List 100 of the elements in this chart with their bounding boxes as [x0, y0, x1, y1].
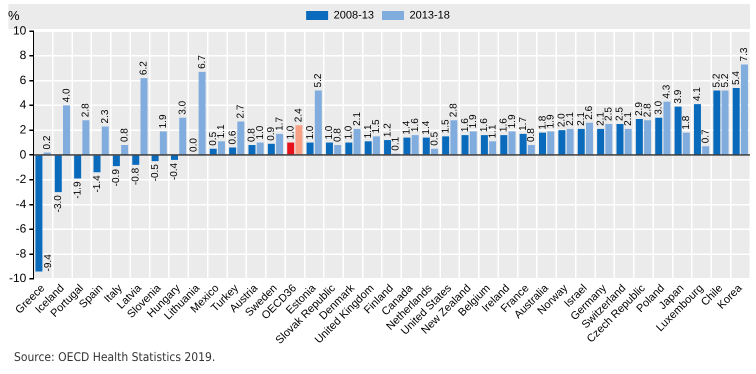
legend-label: 2013-18: [410, 10, 450, 22]
data-label: -0.9: [111, 168, 122, 186]
y-tick-label: 0: [20, 147, 27, 162]
data-label: 1.5: [371, 119, 382, 134]
bar: [470, 131, 477, 154]
data-label: 2.8: [448, 102, 460, 118]
bar: [616, 124, 624, 154]
bar: [132, 156, 140, 165]
data-label: -9.4: [43, 254, 54, 272]
data-label: 0.8: [119, 128, 130, 142]
data-label: 2.4: [294, 108, 305, 122]
bar: [345, 142, 352, 154]
data-label: 1.9: [545, 114, 556, 128]
data-label: 2.3: [100, 109, 111, 124]
bar: [121, 145, 128, 154]
bar: [210, 148, 217, 154]
bar: [140, 78, 148, 154]
bar: [422, 138, 430, 154]
data-label: 3.0: [177, 100, 188, 115]
bar: [384, 140, 392, 154]
data-label: 0.0: [188, 138, 200, 152]
y-tick-label: -6: [16, 222, 27, 236]
bar: [287, 142, 294, 154]
bar: [334, 145, 342, 154]
y-tick-label: 8: [20, 48, 27, 62]
data-label: 4.3: [662, 84, 673, 99]
bar: [314, 90, 322, 154]
data-label: 5.4: [730, 70, 742, 86]
bar: [520, 134, 527, 154]
bar: [644, 120, 652, 154]
bar: [442, 136, 450, 154]
data-label: -0.8: [130, 167, 142, 186]
data-label: 3.0: [653, 100, 664, 115]
data-label: 2.1: [352, 112, 363, 126]
bar: [539, 132, 546, 154]
bar: [63, 105, 70, 154]
data-label: 1.0: [344, 125, 355, 140]
data-label: 2.1: [622, 112, 634, 126]
data-label: 6.7: [196, 54, 208, 69]
bar: [54, 156, 62, 192]
bar: [500, 135, 508, 154]
data-label: 1.2: [382, 122, 394, 138]
data-label: 1.9: [468, 114, 480, 128]
bar: [605, 124, 612, 154]
bar: [74, 156, 82, 178]
data-label: -3.0: [53, 194, 64, 212]
bar: [655, 118, 662, 154]
bar: [160, 131, 167, 154]
data-label: 2.7: [236, 104, 247, 118]
data-label: 2.1: [564, 112, 576, 126]
y-tick-label: -4: [16, 196, 27, 211]
y-tick-label: 2: [20, 122, 27, 136]
data-label: 1.8: [681, 115, 692, 130]
data-label: 4.1: [692, 86, 704, 102]
bar: [218, 141, 225, 154]
bar: [663, 102, 670, 154]
data-label: 0.7: [700, 128, 712, 144]
data-label: -0.5: [150, 164, 161, 182]
data-label: 2.8: [642, 102, 654, 118]
bar: [597, 128, 604, 154]
data-label: 1.1: [487, 124, 498, 138]
bar: [732, 88, 740, 154]
data-label: 1.0: [304, 125, 316, 140]
data-label: 1.6: [410, 118, 421, 132]
bar: [82, 120, 90, 154]
bar: [528, 145, 535, 154]
bar: [566, 128, 574, 154]
bar: [578, 128, 585, 154]
bar: [462, 135, 469, 154]
bar: [412, 135, 419, 154]
data-label: 5.2: [720, 73, 731, 88]
data-label: 4.0: [61, 88, 72, 102]
data-label: 2.6: [584, 105, 596, 120]
bar: [480, 135, 488, 154]
source-note: Source: OECD Health Statistics 2019.: [13, 350, 216, 364]
data-label: 0.8: [526, 128, 538, 142]
y-tick-label: 6: [20, 72, 27, 87]
y-tick-label: -8: [16, 246, 27, 260]
bar: [489, 141, 496, 154]
bar: [558, 130, 566, 154]
legend-label: 2008-13: [334, 10, 374, 22]
data-label: 3.9: [672, 89, 684, 104]
bar: [624, 128, 632, 154]
data-label: 6.2: [138, 60, 150, 76]
data-label: 1.9: [506, 114, 518, 128]
bar: [372, 136, 380, 154]
bar: [237, 121, 244, 154]
bar: [179, 118, 186, 154]
bar: [713, 90, 720, 154]
data-label: 1.7: [274, 116, 286, 131]
bar: [256, 142, 264, 154]
data-label: 1.5: [440, 119, 452, 134]
bar: [682, 132, 690, 154]
bar: [508, 131, 516, 154]
y-tick-label: 10: [12, 23, 27, 38]
data-label: 1.0: [254, 125, 266, 140]
bar: [152, 156, 159, 162]
data-label: 7.3: [739, 47, 750, 62]
bar: [326, 142, 333, 154]
data-label: 2.5: [604, 106, 615, 121]
